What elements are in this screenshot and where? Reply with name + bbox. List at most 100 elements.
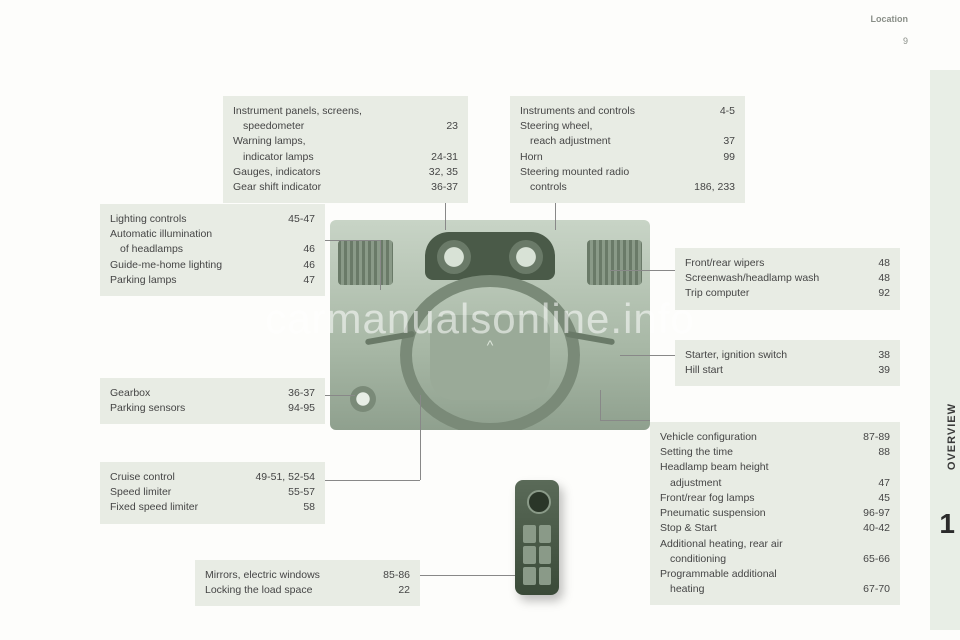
index-label: Parking lamps	[110, 273, 287, 288]
index-page: 48	[878, 271, 890, 286]
index-page: 48	[878, 256, 890, 271]
index-page: 99	[723, 150, 735, 165]
gear-knob	[350, 386, 376, 412]
instrument-cluster	[425, 232, 555, 280]
index-page: 45	[878, 491, 890, 506]
callout-line	[325, 395, 355, 396]
index-label: Parking sensors	[110, 401, 272, 416]
index-label: Automatic illumination	[110, 227, 299, 242]
switch-buttons	[523, 525, 551, 585]
index-row: Speed limiter 55-57	[110, 485, 315, 500]
index-row: Gauges, indicators 32, 35	[233, 165, 458, 180]
index-page: 37	[723, 134, 735, 149]
index-page: 40-42	[863, 521, 890, 536]
index-page: 24-31	[431, 150, 458, 165]
index-label: speedometer	[233, 119, 430, 134]
index-label: Gauges, indicators	[233, 165, 413, 180]
index-row: Guide-me-home lighting46	[110, 258, 315, 273]
air-vent-right	[587, 240, 642, 285]
callout-cruise-control: Cruise control49-51, 52-54Speed limiter 5…	[100, 462, 325, 524]
manual-page: Location 9 OVERVIEW 1 ^ Instrument panel…	[0, 0, 960, 640]
index-page: 23	[446, 119, 458, 134]
index-label: reach adjustment	[520, 134, 707, 149]
index-label: Starter, ignition switch	[685, 348, 862, 363]
index-page: 85-86	[383, 568, 410, 583]
chapter-tab: OVERVIEW 1	[930, 70, 960, 630]
index-page: 32, 35	[429, 165, 458, 180]
callout-line	[325, 480, 420, 481]
index-label: conditioning	[660, 552, 847, 567]
index-label: Locking the load space	[205, 583, 382, 598]
index-page: 55-57	[288, 485, 315, 500]
air-vent-left	[338, 240, 393, 285]
brand-logo-icon: ^	[483, 337, 497, 351]
index-row: Warning lamps,	[233, 134, 458, 149]
index-page: 58	[303, 500, 315, 515]
index-page: 88	[878, 445, 890, 460]
index-row: Pneumatic suspension 96-97	[660, 506, 890, 521]
index-label: Instruments and controls	[520, 104, 704, 119]
index-row: indicator lamps 24-31	[233, 150, 458, 165]
index-row: Vehicle configuration 87-89	[660, 430, 890, 445]
index-label: Additional heating, rear air	[660, 537, 874, 552]
index-label: controls	[520, 180, 678, 195]
index-page: 47	[303, 273, 315, 288]
index-row: Hill start39	[685, 363, 890, 378]
index-label: Setting the time	[660, 445, 862, 460]
callout-line	[380, 240, 381, 290]
index-row: Instruments and controls 4-5	[520, 104, 735, 119]
index-page: 67-70	[863, 582, 890, 597]
index-row: controls186, 233	[520, 180, 735, 195]
index-row: Trip computer 92	[685, 286, 890, 301]
steering-hub: ^	[430, 315, 550, 400]
index-label: indicator lamps	[233, 150, 415, 165]
index-label: Speed limiter	[110, 485, 272, 500]
index-row: Additional heating, rear air	[660, 537, 890, 552]
index-row: Parking sensors94-95	[110, 401, 315, 416]
chapter-tab-number: 1	[939, 508, 955, 540]
callout-vehicle-config: Vehicle configuration 87-89Setting the ti…	[650, 422, 900, 605]
index-row: Steering mounted radio	[520, 165, 735, 180]
callout-starter: Starter, ignition switch38Hill start39	[675, 340, 900, 386]
index-row: conditioning 65-66	[660, 552, 890, 567]
index-page: 22	[398, 583, 410, 598]
index-page: 4-5	[720, 104, 735, 119]
window-switch-panel	[515, 480, 559, 595]
index-page: 45-47	[288, 212, 315, 227]
index-label: Instrument panels, screens,	[233, 104, 442, 119]
index-page: 87-89	[863, 430, 890, 445]
index-label: Gear shift indicator	[233, 180, 415, 195]
callout-lighting-controls: Lighting controls45-47Automatic illumina…	[100, 204, 325, 296]
index-row: of headlamps 46	[110, 242, 315, 257]
index-label: Trip computer	[685, 286, 862, 301]
callout-gearbox: Gearbox36-37Parking sensors94-95	[100, 378, 325, 424]
index-row: Gear shift indicator 36-37	[233, 180, 458, 195]
index-page: 49-51, 52-54	[255, 470, 315, 485]
index-label: Front/rear wipers	[685, 256, 862, 271]
index-page: 96-97	[863, 506, 890, 521]
callout-mirrors: Mirrors, electric windows85-86Locking th…	[195, 560, 420, 606]
index-label: Screenwash/headlamp wash	[685, 271, 862, 286]
index-page: 65-66	[863, 552, 890, 567]
index-page: 92	[878, 286, 890, 301]
index-label: Vehicle configuration	[660, 430, 847, 445]
index-row: Front/rear wipers 48	[685, 256, 890, 271]
index-row: Mirrors, electric windows85-86	[205, 568, 410, 583]
index-row: Cruise control49-51, 52-54	[110, 470, 315, 485]
index-label: of headlamps	[110, 242, 287, 257]
index-row: adjustment47	[660, 476, 890, 491]
index-row: Gearbox36-37	[110, 386, 315, 401]
index-row: Locking the load space 22	[205, 583, 410, 598]
index-label: Front/rear fog lamps	[660, 491, 862, 506]
index-page: 36-37	[288, 386, 315, 401]
index-page: 36-37	[431, 180, 458, 195]
callout-instrument-panels: Instrument panels, screens,speedometer 23…	[223, 96, 468, 203]
callout-line	[420, 395, 421, 480]
index-label: Fixed speed limiter	[110, 500, 287, 515]
index-row: Horn99	[520, 150, 735, 165]
index-page: 46	[303, 242, 315, 257]
index-row: Lighting controls45-47	[110, 212, 315, 227]
index-label: Steering mounted radio	[520, 165, 719, 180]
index-label: Pneumatic suspension	[660, 506, 847, 521]
index-page: 47	[878, 476, 890, 491]
